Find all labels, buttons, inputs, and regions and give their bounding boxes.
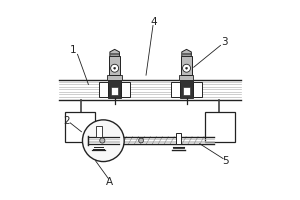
Text: 2: 2 <box>63 116 70 126</box>
Circle shape <box>114 67 116 69</box>
Bar <box>193 82 202 97</box>
Bar <box>100 133 106 144</box>
Text: 4: 4 <box>150 17 157 27</box>
Circle shape <box>100 138 105 143</box>
Bar <box>96 126 102 137</box>
Bar <box>181 56 192 75</box>
Bar <box>107 75 122 80</box>
Polygon shape <box>110 49 119 56</box>
Bar <box>111 87 118 95</box>
Circle shape <box>183 64 190 72</box>
Text: 5: 5 <box>223 156 229 166</box>
Bar <box>64 112 95 142</box>
Circle shape <box>186 67 188 69</box>
Polygon shape <box>182 49 191 56</box>
Circle shape <box>82 120 124 162</box>
Bar <box>108 80 121 98</box>
Text: 3: 3 <box>221 37 228 47</box>
Text: 1: 1 <box>70 45 77 55</box>
Bar <box>180 80 193 98</box>
Bar <box>205 112 236 142</box>
Bar <box>121 82 130 97</box>
Bar <box>183 87 190 95</box>
Circle shape <box>139 138 143 143</box>
Bar <box>172 82 180 97</box>
Bar <box>179 75 194 80</box>
Text: A: A <box>106 177 113 187</box>
Bar <box>176 133 182 144</box>
Bar <box>99 82 108 97</box>
Circle shape <box>111 64 119 72</box>
Bar <box>109 56 120 75</box>
